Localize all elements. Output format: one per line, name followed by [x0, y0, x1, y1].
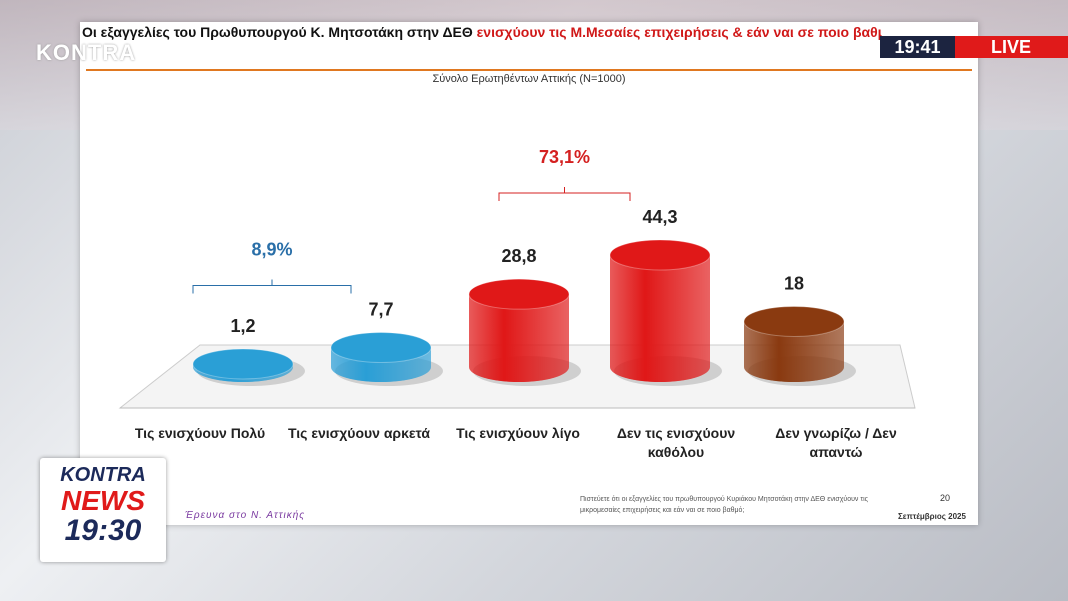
headline-red: ενισχύουν τις Μ.Μεσαίες επιχειρήσεις & ε… [476, 24, 882, 40]
logo-line: NEWS [61, 485, 145, 516]
value-label: 1,2 [230, 316, 255, 336]
cylinder [192, 348, 305, 386]
annotation: 73,1% [539, 147, 590, 167]
cylinder [609, 239, 722, 386]
page-number: 20 [940, 493, 951, 503]
live-badge: LIVE [955, 36, 1068, 58]
category-label: Τις ενισχύουν Πολύ [134, 425, 266, 441]
source: Έρευνα στο Ν. Αττικής [185, 510, 306, 521]
value-label: 7,7 [368, 300, 393, 320]
cylinder-base-back [610, 255, 710, 382]
annotation: 8,9% [251, 240, 292, 260]
divider [86, 69, 972, 71]
bracket [498, 187, 631, 201]
cylinder-top [609, 239, 711, 271]
logo-top: KONTRA [36, 40, 137, 65]
cylinder-base-back [469, 294, 569, 382]
category-label: Τις ενισχύουν λίγο [456, 425, 580, 441]
category-label: Δεν γνωρίζω / Δεν απαντώ [775, 425, 897, 460]
logo-box: KONTRA NEWS 19:30 [40, 458, 166, 562]
footnote: Πιστεύετε ότι οι εξαγγελίες του πρωθυπου… [580, 496, 869, 514]
category-label: Τις ενισχύουν αρκετά [287, 425, 431, 441]
headline: Οι εξαγγελίες του Πρωθυπουργού Κ. Μητσοτ… [82, 24, 882, 40]
cylinder-body [469, 294, 569, 382]
value-label: 44,3 [642, 207, 677, 227]
logo-line: KONTRA [60, 464, 146, 486]
bracket [192, 279, 352, 294]
cylinder-body [610, 255, 710, 382]
cylinder-top [468, 278, 570, 310]
value-label: 18 [784, 273, 804, 293]
cylinder-top [330, 332, 432, 364]
cylinder-top [192, 348, 294, 380]
cylinder [468, 278, 581, 386]
headline-black: Οι εξαγγελίες του Πρωθυπουργού Κ. Μητσοτ… [82, 24, 473, 40]
chart-subtitle: Σύνολο Ερωτηθέντων Αττικής (N=1000) [432, 73, 626, 85]
value-label: 28,8 [501, 246, 536, 266]
cylinder-base-back [744, 321, 844, 382]
date: Σεπτέμβριος 2025 [898, 512, 966, 521]
clock: 19:41 [880, 36, 955, 58]
cylinder-top [743, 305, 845, 337]
category-label: Δεν τις ενισχύουν καθόλου [616, 425, 736, 460]
cylinder [330, 332, 443, 386]
logo-line: 19:30 [64, 514, 142, 547]
slide [80, 22, 978, 525]
cylinder [743, 305, 856, 386]
cylinder-body [744, 321, 844, 382]
